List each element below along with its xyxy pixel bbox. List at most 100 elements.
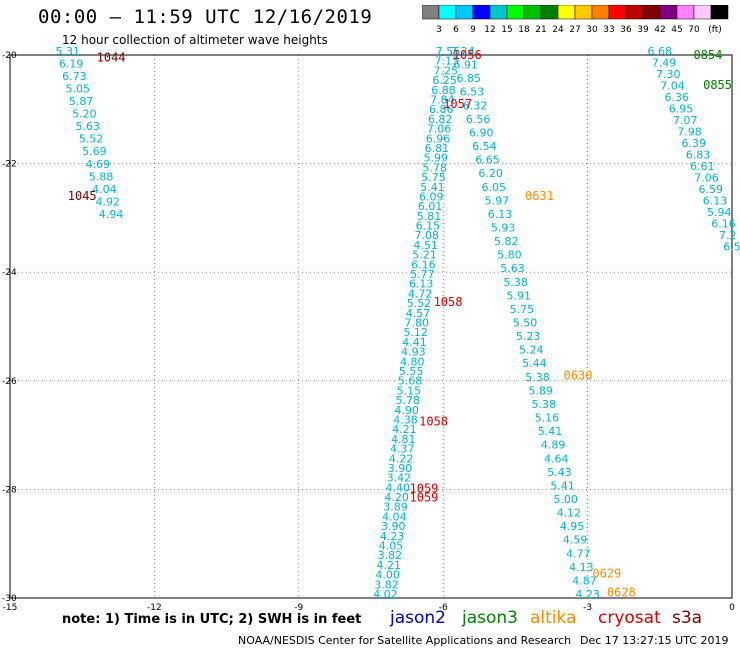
wave-height-value: 5.38 (503, 276, 528, 289)
wave-height-value: 5.63 (500, 262, 525, 275)
legend-altika: altika (530, 608, 577, 628)
wave-height-value: 5.78 (422, 161, 447, 174)
wave-height-value: 5.87 (69, 95, 94, 108)
wave-height-value: 7.49 (652, 56, 677, 69)
wave-height-value: 4.13 (569, 561, 594, 574)
legend-jason2: jason2 (390, 608, 446, 628)
colorbar-tick: 33 (603, 25, 614, 35)
colorbar-tick: 3 (436, 25, 442, 35)
wave-height-value: 5.78 (396, 394, 421, 407)
wave-height-value: 5.12 (403, 326, 428, 339)
wave-height-value: 5.41 (420, 181, 445, 194)
wave-height-value: 3.42 (387, 472, 412, 485)
wave-height-value: 6.95 (669, 102, 694, 115)
wave-height-value: 6.13 (703, 194, 728, 207)
wave-height-value: 5.38 (525, 371, 550, 384)
wave-height-value: 5.43 (547, 466, 572, 479)
wave-height-value: 6.82 (428, 113, 453, 126)
wave-height-value: 6.90 (469, 126, 494, 139)
wave-height-value: 6.39 (682, 137, 707, 150)
wave-height-value: 6.36 (665, 91, 690, 104)
wave-height-value: 6.19 (59, 58, 84, 71)
wave-height-value: 7.98 (677, 125, 702, 138)
color-scale-legend: 3 6 9 12 15 18 21 24 27 30 33 36 39 42 45 70 (ft) (422, 5, 729, 35)
wave-height-value: 7.56 (436, 45, 461, 58)
wave-height-value: 5.94 (707, 206, 732, 219)
y-tick-label: -28 (2, 485, 17, 495)
colorbar-tick: 39 (637, 25, 649, 35)
wave-height-value: 5.68 (398, 375, 423, 388)
wave-height-value: 4.23 (575, 588, 600, 601)
wave-height-value: 6.5 (723, 240, 740, 253)
wave-height-value: 5.00 (553, 493, 578, 506)
wave-height-value: 4.21 (392, 423, 417, 436)
wave-height-value: 5.52 (79, 133, 104, 146)
wave-height-value: 4.80 (400, 355, 425, 368)
wave-height-value: 3.82 (378, 549, 403, 562)
plot-frame (9, 54, 733, 599)
wave-height-value: 5.69 (82, 145, 107, 158)
chart-subtitle: 12 hour collection of altimeter wave hei… (62, 33, 328, 47)
wave-height-value: 4.41 (402, 336, 427, 349)
wave-height-value: 4.89 (541, 439, 566, 452)
wave-height-value: 4.02 (373, 588, 398, 601)
wave-height-value: 4.90 (394, 404, 419, 417)
colorbar-tick: 27 (569, 25, 580, 35)
wave-height-value: 7.2 (719, 229, 737, 242)
wave-height-value: 5.24 (519, 344, 544, 357)
wave-height-value: 5.75 (510, 303, 535, 316)
legend-s3a: s3a (672, 608, 703, 628)
wave-height-value: 5.75 (421, 171, 446, 184)
wave-height-value: 5.80 (497, 249, 522, 262)
pass-time-label: 1057 (443, 97, 472, 111)
wave-height-value: 5.91 (507, 289, 532, 302)
x-tick-label: -9 (294, 603, 303, 613)
wave-height-value: 5.20 (72, 108, 97, 121)
wave-height-value: 5.82 (494, 235, 519, 248)
colorbar-tick: 24 (552, 25, 564, 35)
wave-height-value: 4.37 (390, 443, 415, 456)
wave-height-value: 4.40 (385, 481, 410, 494)
wave-height-value: 6.88 (431, 84, 456, 97)
wave-height-value: 4.81 (391, 433, 416, 446)
wave-height-value: 7.08 (415, 229, 440, 242)
wave-height-value: 6.68 (648, 45, 673, 58)
wave-height-value: 4.93 (401, 346, 426, 359)
pass-time-label: 1045 (68, 189, 97, 203)
pass-time-label: 0630 (564, 368, 593, 382)
wave-height-value: 6.56 (466, 113, 491, 126)
wave-height-value: 6.16 (411, 258, 436, 271)
legend-jason3: jason3 (462, 608, 518, 628)
wave-height-value: 6.05 (481, 181, 506, 194)
colorbar-unit: (ft) (708, 25, 722, 35)
wave-height-value: 6.01 (418, 200, 443, 213)
pass-time-label: 1044 (97, 51, 126, 65)
wave-height-value: 6.86 (429, 103, 454, 116)
wave-height-value: 4.95 (560, 520, 585, 533)
pass-time-label: 1058 (419, 415, 448, 429)
wave-height-value: 3.82 (374, 578, 399, 591)
wave-height-value: 5.15 (397, 384, 422, 397)
wave-height-value: 7.04 (660, 79, 685, 92)
wave-height-value: 7.06 (694, 171, 719, 184)
pass-time-label: 0631 (525, 189, 554, 203)
footer-timestamp: Dec 17 13:27:15 UTC 2019 (580, 634, 729, 647)
wave-height-value: 4.77 (566, 547, 591, 560)
wave-height-value: 5.93 (491, 221, 516, 234)
y-tick-label: -30 (2, 594, 17, 604)
chart-title: 00:00 – 11:59 UTC 12/16/2019 (38, 6, 373, 28)
wave-height-value: 4.72 (408, 287, 433, 300)
wave-height-value: 5.38 (532, 398, 557, 411)
wave-height-value: 7.07 (673, 114, 698, 127)
wave-height-value: 6.09 (419, 190, 444, 203)
wave-height-value: 5.41 (550, 479, 575, 492)
wave-height-value: 5.97 (485, 194, 510, 207)
colorbar-tick: 30 (586, 25, 598, 35)
wave-height-value: 4.04 (382, 510, 407, 523)
wave-height-value: 4.22 (389, 452, 414, 465)
colorbar-tick: 45 (671, 25, 682, 35)
wave-height-value: 6.53 (460, 86, 485, 99)
pass-time-label: 0628 (607, 586, 636, 600)
colorbar-tick: 36 (620, 25, 632, 35)
wave-height-value: 4.87 (572, 574, 597, 587)
